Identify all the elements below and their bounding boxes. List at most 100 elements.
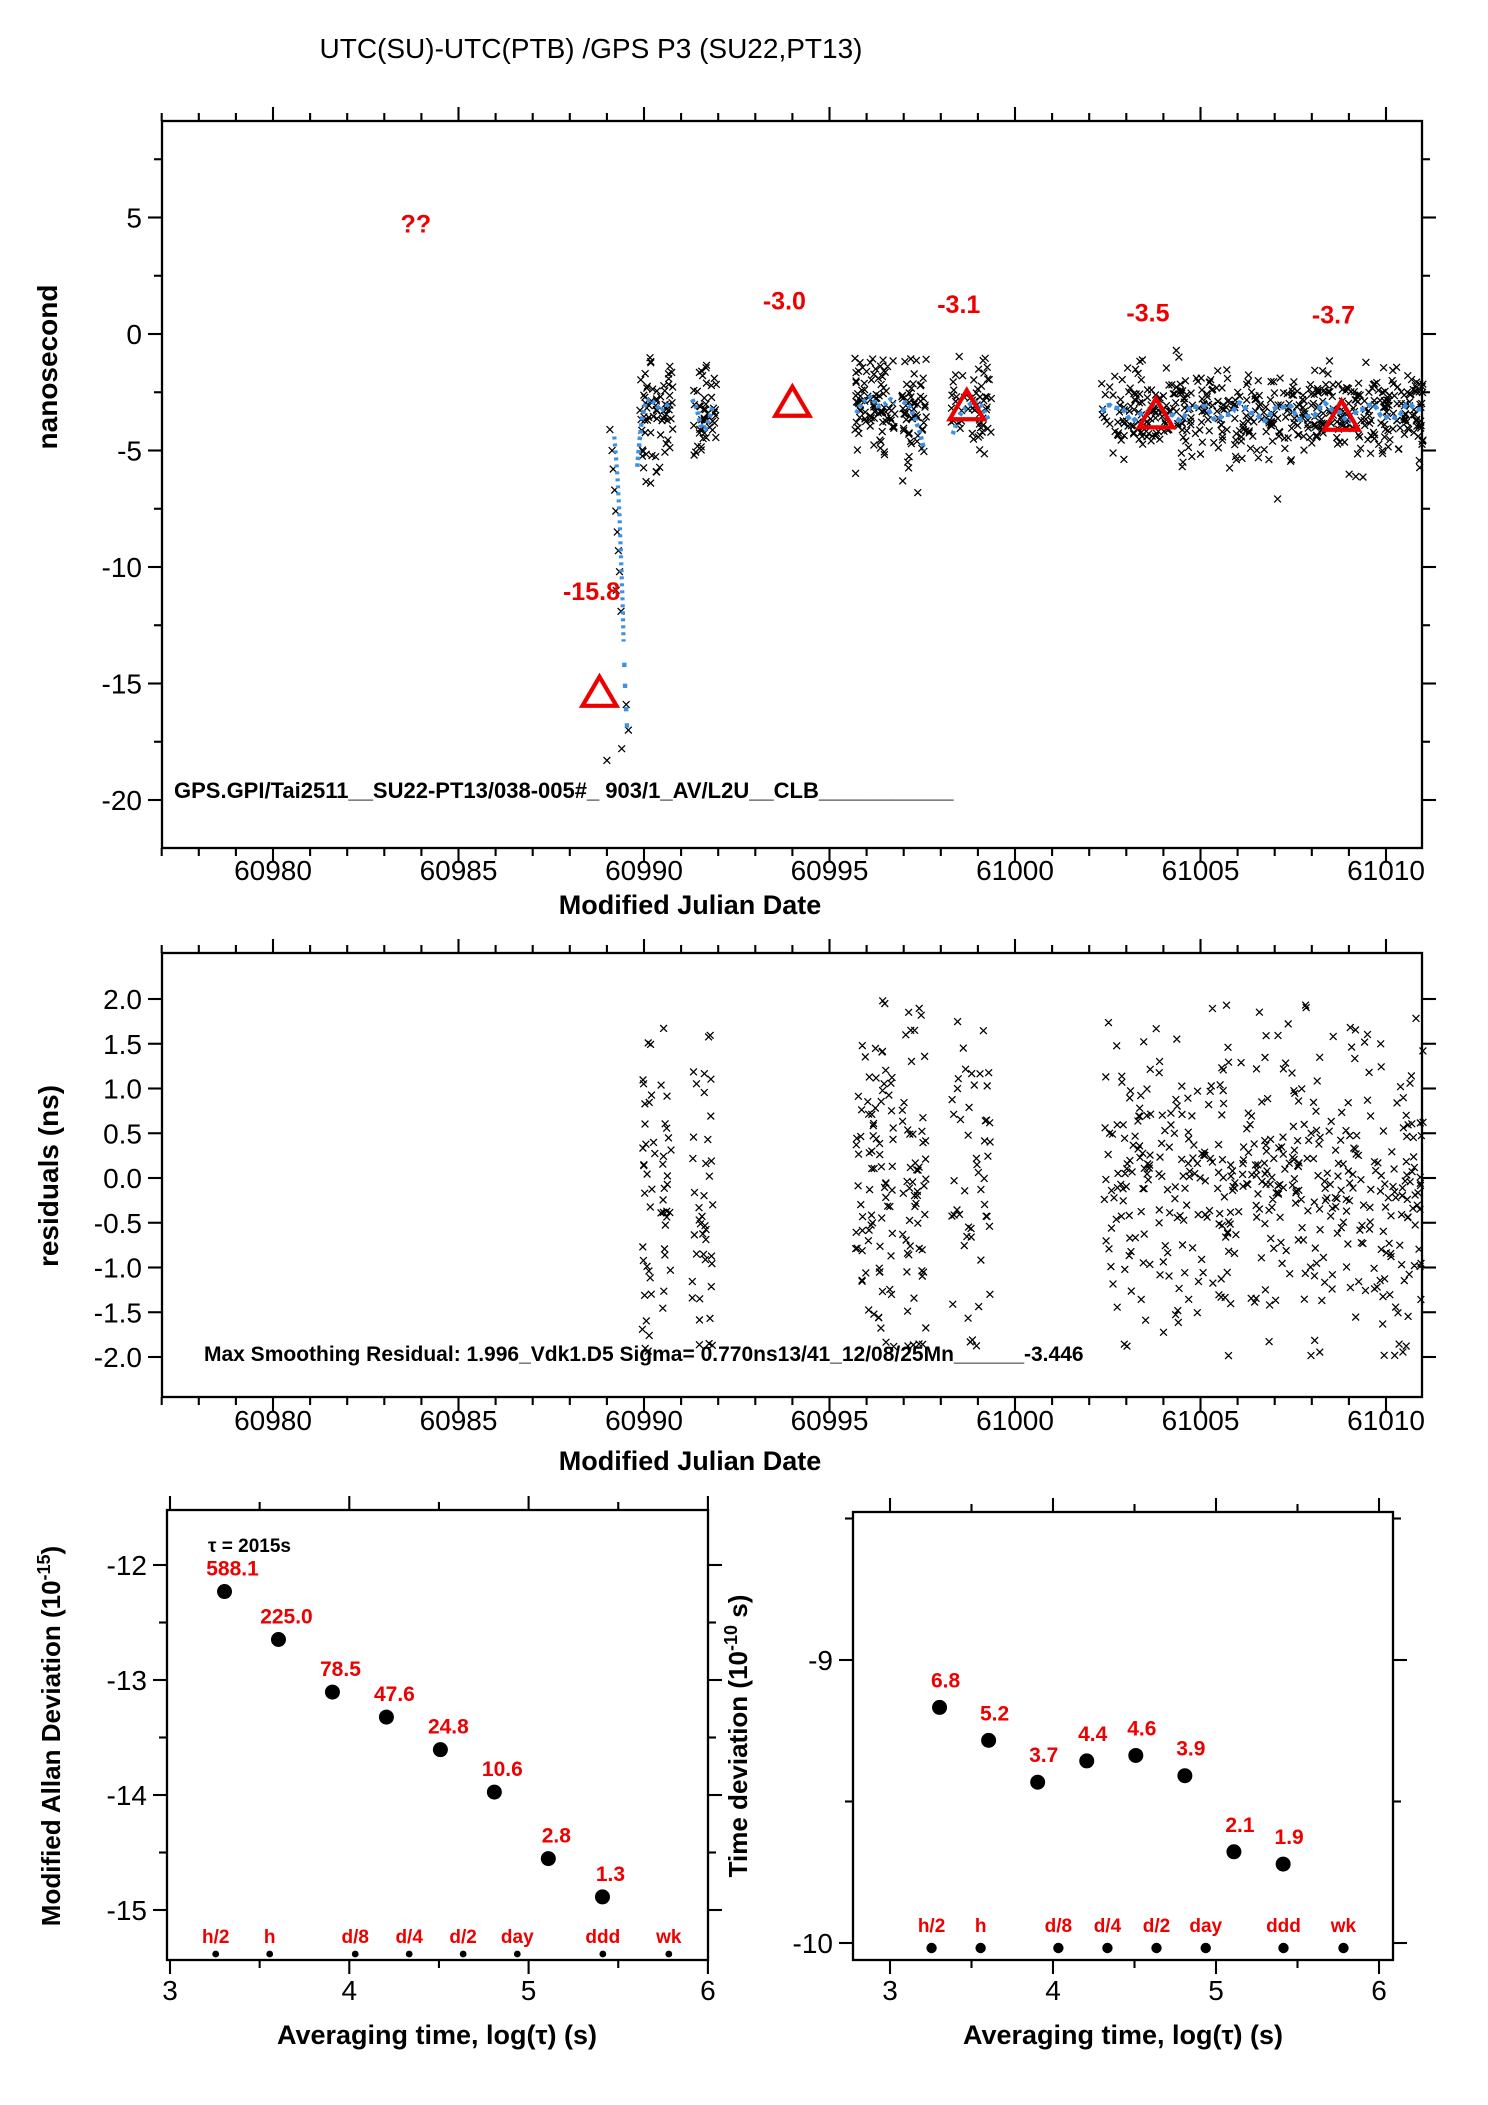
residuals-x-tick-label: 60990 xyxy=(605,1405,683,1436)
mdev-tau-mark-dot xyxy=(513,1950,521,1958)
residuals-scatter-cluster xyxy=(638,1039,659,1355)
residuals-scatter-cluster xyxy=(1100,1001,1427,1360)
tdev-data-point xyxy=(1128,1747,1144,1763)
mdev-y-tick-label: -12 xyxy=(107,1550,147,1581)
mdev-tau-mark-label: ddd xyxy=(585,1927,620,1948)
top-x-tick-label: 60990 xyxy=(605,855,683,886)
residuals-scatter-cluster xyxy=(898,1004,930,1350)
residuals-y-tick-label: 0.0 xyxy=(103,1163,142,1194)
tdev-data-point xyxy=(981,1732,997,1748)
tdev-value-label: 2.1 xyxy=(1225,1814,1255,1837)
tdev-tau-mark-dot xyxy=(1151,1942,1162,1954)
residuals-scatter-cluster xyxy=(688,1031,717,1350)
tdev-frame xyxy=(851,1510,1395,1962)
mdev-data-point xyxy=(594,1889,610,1905)
tdev-value-label: 6.8 xyxy=(931,1669,961,1692)
top-scatter-cluster xyxy=(689,361,721,459)
residuals-x-tick-label: 61000 xyxy=(976,1405,1054,1436)
residuals-y-axis-label: residuals (ns) xyxy=(33,1085,64,1267)
calibration-triangle-marker xyxy=(946,386,988,422)
calibration-triangle-label: -3.0 xyxy=(763,288,806,316)
top-smoothing-curve xyxy=(635,396,673,467)
top-y-tick-label: 0 xyxy=(126,319,142,350)
tdev-x-axis-label: Averaging time, log(τ) (s) xyxy=(963,2020,1283,2050)
top-smoothing-curve xyxy=(854,394,897,415)
top-x-tick-label: 60985 xyxy=(420,855,498,886)
top-smoothing-dot xyxy=(623,706,629,712)
top-scatter-cluster xyxy=(851,354,899,478)
residuals-x-tick-label: 61010 xyxy=(1347,1405,1425,1436)
tdev-value-label: 1.9 xyxy=(1275,1826,1304,1849)
residuals-scatter-cluster xyxy=(851,996,898,1351)
calibration-triangle-marker xyxy=(1135,394,1177,430)
tdev-tau-mark-label: h xyxy=(975,1916,987,1937)
residuals-scatter-cluster xyxy=(657,1024,675,1313)
mdev-y-axis-label: Modified Allan Deviation (10-15) xyxy=(34,1546,66,1926)
mdev-tau-mark-label: h xyxy=(264,1927,276,1948)
residuals-x-tick-label: 60980 xyxy=(234,1405,312,1436)
tdev-tau-mark-dot xyxy=(975,1942,986,1954)
residuals-y-tick-label: -0.5 xyxy=(94,1208,142,1239)
residuals-y-tick-label: 2.0 xyxy=(103,984,142,1015)
tdev-tau-mark-dot xyxy=(1053,1942,1064,1954)
tdev-value-label: 4.4 xyxy=(1078,1723,1108,1746)
top-scatter-cluster xyxy=(636,353,661,487)
calibration-triangle-label: -3.5 xyxy=(1126,299,1169,327)
calibration-triangle-label: -3.1 xyxy=(937,291,980,319)
top-smoothing-dot xyxy=(624,723,630,728)
mdev-tau-mark-label: wk xyxy=(655,1927,682,1948)
tdev-tau-mark-dot xyxy=(1338,1942,1349,1954)
unknown-value-label: ?? xyxy=(401,211,432,239)
top-y-tick-label: -20 xyxy=(102,785,142,816)
tdev-x-tick-label: 3 xyxy=(882,1975,898,2006)
tdev-tau-mark-label: h/2 xyxy=(918,1916,945,1937)
top-x-axis-label: Modified Julian Date xyxy=(559,890,822,920)
mdev-data-point xyxy=(378,1709,394,1725)
top-y-tick-label: -15 xyxy=(102,669,142,700)
mdev-tau-mark-dot xyxy=(665,1950,673,1958)
mdev-value-label: 10.6 xyxy=(482,1758,523,1781)
residuals-x-tick-label: 60995 xyxy=(791,1405,869,1436)
top-smoothing-wave xyxy=(1100,400,1422,424)
mdev-tau-mark-label: h/2 xyxy=(202,1927,229,1948)
top-x-tick-label: 60980 xyxy=(234,855,312,886)
tdev-x-tick-label: 4 xyxy=(1045,1975,1061,2006)
mdev-data-point xyxy=(486,1784,502,1800)
top-x-tick-label: 61010 xyxy=(1347,855,1425,886)
mdev-data-point xyxy=(540,1851,556,1867)
tdev-tau-mark-dot xyxy=(1102,1942,1113,1954)
tdev-data-point xyxy=(1275,1856,1291,1872)
calibration-triangle-marker xyxy=(771,382,814,418)
mdev-value-label: 1.3 xyxy=(596,1863,625,1886)
mdev-x-tick-label: 4 xyxy=(342,1975,358,2006)
residuals-x-tick-label: 60985 xyxy=(420,1405,498,1436)
top-y-axis-label: nanosecond xyxy=(32,285,63,450)
top-x-tick-label: 61000 xyxy=(976,855,1054,886)
mdev-value-label: 78.5 xyxy=(320,1658,361,1681)
mdev-tau-mark-dot xyxy=(212,1950,220,1958)
tdev-value-label: 4.6 xyxy=(1127,1717,1156,1740)
top-y-tick-label: -5 xyxy=(117,436,142,467)
top-smoothing-curve xyxy=(690,398,716,432)
mdev-tau-mark-label: d/4 xyxy=(395,1927,423,1948)
top-x-tick-label: 60995 xyxy=(791,855,869,886)
mdev-tau-mark-dot xyxy=(351,1950,359,1958)
mdev-y-tick-label: -15 xyxy=(107,1895,147,1926)
mdev-frame xyxy=(165,1508,710,1962)
top-scatter-cluster xyxy=(898,355,931,497)
mdev-data-point xyxy=(324,1684,340,1700)
tdev-tau-mark-label: ddd xyxy=(1266,1916,1301,1937)
calibration-triangle-marker xyxy=(1320,396,1363,432)
mdev-tau-mark-dot xyxy=(405,1950,413,1958)
mdev-x-tick-label: 5 xyxy=(521,1975,537,2006)
tdev-value-label: 5.2 xyxy=(980,1702,1009,1725)
tdev-tau-mark-dot xyxy=(1200,1942,1211,1954)
top-smoothing-descent xyxy=(612,436,626,642)
top-scatter-cluster xyxy=(1097,346,1427,503)
top-smoothing-dot xyxy=(622,683,628,689)
tdev-tau-mark-dot xyxy=(1278,1942,1289,1954)
figure-title: UTC(SU)-UTC(PTB) /GPS P3 (SU22,PT13) xyxy=(320,33,863,64)
mdev-tau-note: τ = 2015s xyxy=(208,1536,291,1557)
mdev-data-point xyxy=(270,1631,286,1647)
